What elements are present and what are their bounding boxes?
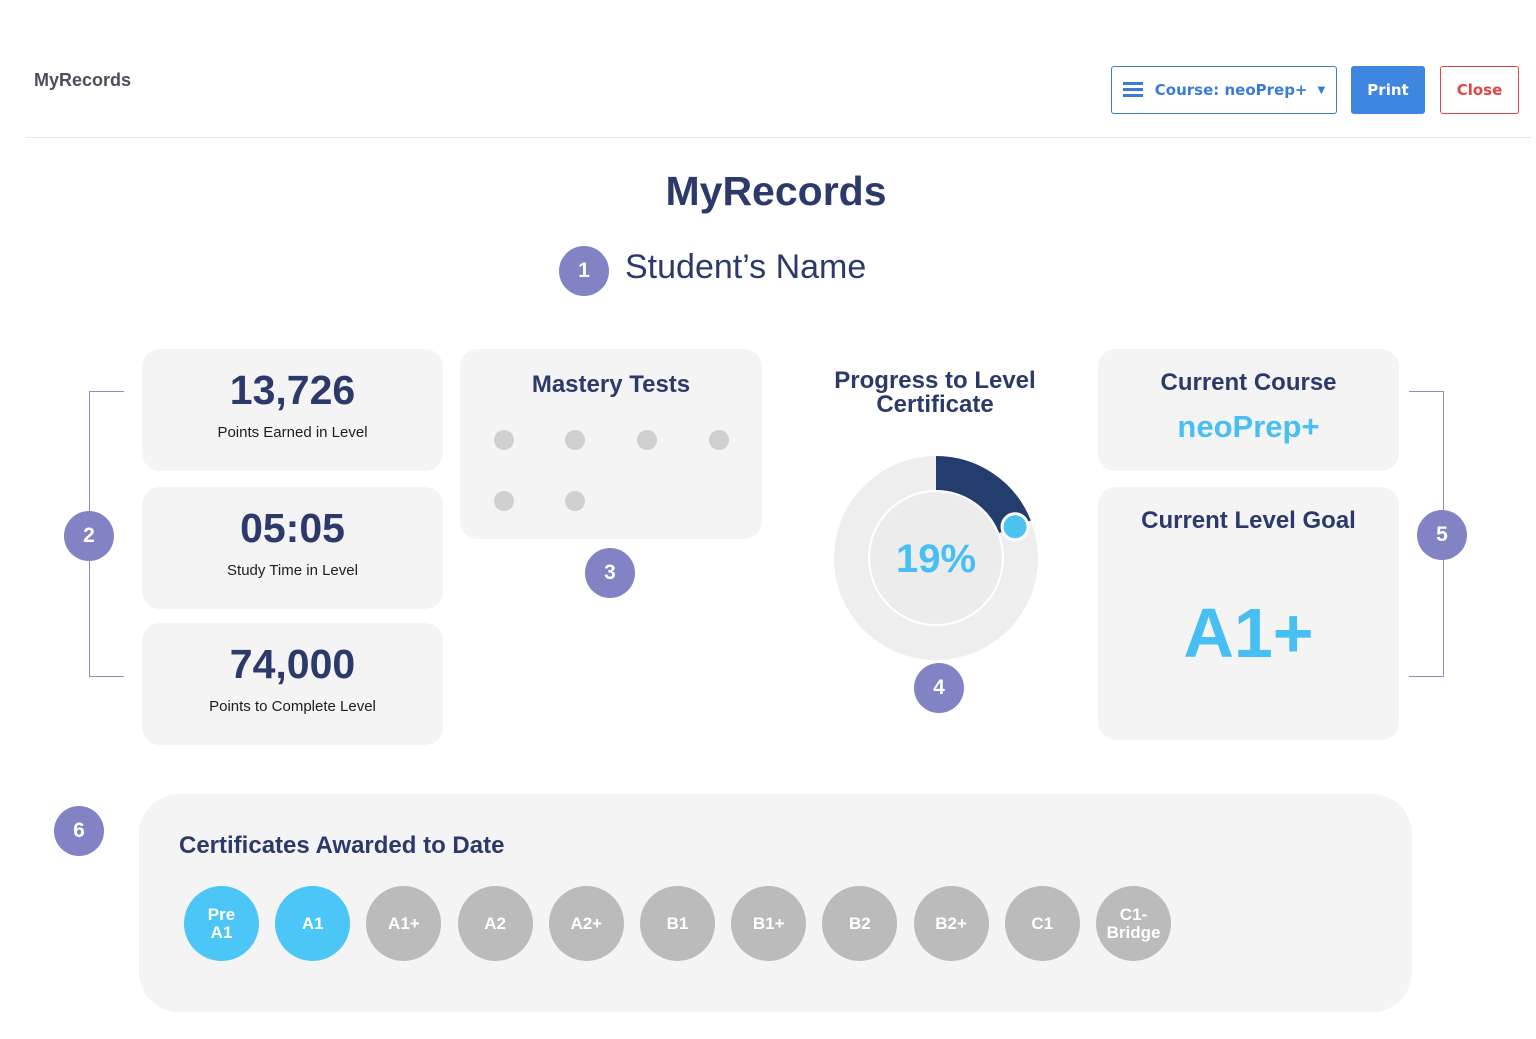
callout-2: 2 (64, 511, 114, 561)
current-level-goal-value-wrap: A1+ (1098, 593, 1399, 673)
certificate-badge: B1+ (731, 886, 807, 961)
certificate-badge-line1: B1 (666, 913, 689, 933)
current-course-card: Current Course neoPrep+ (1098, 349, 1399, 471)
progress-inner (870, 492, 1002, 624)
mastery-tests-title: Mastery Tests (531, 371, 691, 398)
progress-percent: 19% (896, 537, 976, 581)
mastery-test-dot (565, 491, 585, 511)
study-time-label: Study Time in Level (227, 562, 358, 579)
study-time-value: 05:05 (240, 505, 345, 551)
certificates-title: Certificates Awarded to Date (179, 832, 505, 859)
certificate-badge: A1+ (366, 886, 442, 961)
certificate-badge-label: B2 (849, 913, 871, 933)
certificate-badge-label: B1 (666, 913, 689, 933)
progress-ring: 19% (834, 456, 1038, 660)
certificate-badge-label: B1+ (752, 913, 785, 933)
callout-1: 1 (559, 246, 609, 296)
certificate-badge: A2+ (548, 886, 624, 961)
page-title: MyRecords (665, 168, 887, 214)
callout-6: 6 (54, 806, 104, 856)
progress-title: Progress to Level Certificate (820, 369, 1050, 417)
points-to-complete-card: 74,000 Points to Complete Level (142, 623, 443, 745)
certificate-badge-line1: Pre (207, 904, 236, 924)
current-course-title: Current Course (1160, 369, 1337, 396)
certificate-badge-line1: B2+ (935, 913, 967, 933)
certificate-badge: B1 (640, 886, 715, 961)
caret-down-icon: ▼ (1317, 84, 1326, 96)
certificate-badge-line1: B2 (849, 913, 871, 933)
course-select-label: Course: neoPrep+ (1154, 81, 1308, 99)
close-button[interactable]: Close (1440, 66, 1519, 114)
certificate-badge-line1: C1- (1119, 904, 1148, 924)
points-to-complete-label: Points to Complete Level (209, 698, 376, 715)
certificate-badge-label: A1+ (388, 913, 420, 933)
certificate-badge-line1: A2 (484, 913, 506, 933)
points-earned-value: 13,726 (229, 367, 356, 413)
progress-title-line2: Certificate (876, 391, 994, 418)
certificate-badge-line1: A1 (301, 913, 324, 933)
points-earned-label: Points Earned in Level (217, 424, 368, 441)
certificate-badge-label: A2 (484, 913, 506, 933)
current-course-value-wrap: neoPrep+ (1098, 409, 1399, 445)
points-earned-card: 13,726 Points Earned in Level (142, 349, 443, 471)
header-divider (26, 137, 1532, 138)
certificate-badge-line1: C1 (1031, 913, 1054, 933)
certificate-badge: Pre A1 (184, 886, 259, 961)
certificate-badge-label: C1 (1031, 913, 1054, 933)
callout-5: 5 (1417, 510, 1467, 560)
certificate-badge: A1 (275, 886, 351, 961)
certificate-badge-label: B2+ (935, 913, 967, 933)
certificate-badge-line1: A2+ (570, 913, 603, 933)
course-select-button[interactable]: Course: neoPrep+ ▼ (1111, 66, 1337, 114)
current-course-value: neoPrep+ (1177, 409, 1320, 444)
certificate-badge: C1- Bridge (1096, 886, 1171, 961)
current-level-goal-title: Current Level Goal (1141, 507, 1356, 534)
mastery-test-dot (494, 430, 514, 450)
mastery-test-dot (637, 430, 657, 450)
mastery-tests-card: Mastery Tests (460, 349, 762, 539)
certificate-badge: B2 (822, 886, 898, 961)
study-time-card: 05:05 Study Time in Level (142, 487, 443, 609)
app-title: MyRecords (34, 70, 132, 90)
callout-4: 4 (914, 663, 964, 713)
mastery-test-dot (709, 430, 729, 450)
certificate-badge: B2+ (913, 886, 989, 961)
certificate-badge-line1: A1+ (388, 913, 420, 933)
mastery-test-dot (494, 491, 514, 511)
list-icon (1122, 82, 1143, 98)
progress-knob (1000, 512, 1030, 542)
certificate-badge: A2 (457, 886, 533, 961)
certificate-badge-label: C1- Bridge (1106, 904, 1161, 942)
current-level-goal-card: Current Level Goal A1+ (1098, 487, 1399, 740)
current-level-goal-value: A1+ (1183, 594, 1314, 672)
certificate-badge-label: Pre A1 (207, 904, 236, 942)
certificate-badge: C1 (1004, 886, 1080, 961)
certificate-badge-label: A1 (301, 913, 324, 933)
callout-3: 3 (585, 548, 635, 598)
certificate-badge-line2: A1 (210, 922, 233, 942)
certificate-badge-line1: B1+ (752, 913, 785, 933)
certificate-badge-label: A2+ (570, 913, 603, 933)
points-to-complete-value: 74,000 (229, 641, 356, 687)
print-button[interactable]: Print (1351, 66, 1425, 114)
student-name: Student’s Name (625, 248, 867, 286)
progress-title-line1: Progress to Level (834, 367, 1036, 394)
certificate-badge-line2: Bridge (1106, 922, 1161, 942)
mastery-test-dot (565, 430, 585, 450)
